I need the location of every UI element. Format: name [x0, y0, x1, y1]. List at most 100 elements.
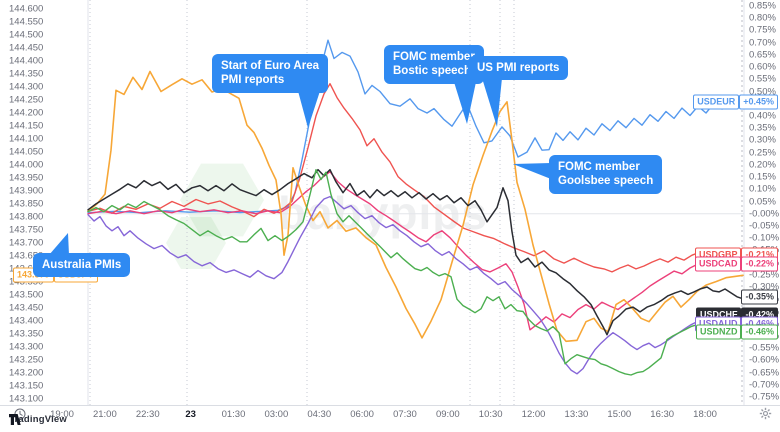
- series-line-usdnzd[interactable]: [87, 169, 744, 376]
- time-axis-tick: 12:00: [521, 409, 546, 420]
- time-axis-tick: 23: [185, 409, 196, 420]
- series-line-usdjpy[interactable]: [87, 70, 744, 343]
- time-axis-tick: 21:00: [92, 409, 117, 420]
- series-line-usdcad[interactable]: [87, 171, 744, 331]
- right-axis-tick: 0.35%: [749, 122, 776, 134]
- left-axis-tick: 143.900: [9, 185, 44, 197]
- symbol-name-tag: USDCAD: [694, 256, 742, 272]
- annotation-fomc-goolsbee[interactable]: FOMC member Goolsbee speech: [549, 155, 663, 194]
- symbol-name-tag: USDNZD: [695, 324, 742, 340]
- left-axis-tick: 144.500: [9, 29, 44, 41]
- right-axis-tick: 0.25%: [749, 146, 776, 158]
- left-axis-tick: 144.050: [9, 146, 44, 158]
- right-axis-tick: -0.30%: [749, 281, 780, 293]
- right-axis-tick: -0.60%: [749, 354, 780, 366]
- left-axis-tick: 144.150: [9, 120, 44, 132]
- time-axis-tick: 19:00: [50, 409, 74, 420]
- left-axis-tick: 143.850: [9, 198, 44, 210]
- time-axis-tick: 09:00: [435, 409, 460, 420]
- time-axis-tick: 22:30: [135, 409, 160, 420]
- tradingview-logo-text: TradingView: [9, 414, 67, 425]
- left-axis-tick: 143.200: [9, 367, 44, 379]
- right-axis-tick: -0.05%: [749, 220, 780, 232]
- right-axis-tick: 0.70%: [749, 36, 776, 48]
- time-axis-tick: 07:30: [393, 409, 417, 420]
- left-axis-tick: 143.150: [9, 380, 44, 392]
- series-label-usdcad[interactable]: USDCAD -0.22%: [694, 256, 778, 272]
- time-scale[interactable]: 19:00 21:00 22:30 23 01:30 03:00 04:30 06:00 07:…: [0, 405, 780, 421]
- annotation-tail-euro-area-pmi: [298, 91, 320, 128]
- left-axis-tick: 144.450: [9, 42, 44, 54]
- series-label-usdeur[interactable]: USDEUR +0.45%: [693, 94, 778, 110]
- right-axis-tick: 0.80%: [749, 12, 776, 24]
- right-axis-tick: 0.15%: [749, 171, 776, 183]
- right-axis-tick: 0.20%: [749, 159, 776, 171]
- series-line-usdeur[interactable]: [87, 39, 744, 214]
- annotation-tail-australia-pmis: [49, 233, 69, 255]
- right-axis-tick: 0.05%: [749, 195, 776, 207]
- left-axis-tick: 143.250: [9, 354, 44, 366]
- left-axis-tick: 143.950: [9, 172, 44, 184]
- left-axis-tick: 144.250: [9, 94, 44, 106]
- right-axis-tick: -0.00%: [749, 207, 780, 219]
- left-axis-tick: 143.700: [9, 237, 44, 249]
- right-axis-tick: 0.85%: [749, 0, 776, 12]
- left-axis-tick: 144.300: [9, 81, 44, 93]
- right-axis-tick: -0.55%: [749, 342, 780, 354]
- left-axis-tick: 143.350: [9, 328, 44, 340]
- left-axis-tick: 144.000: [9, 159, 44, 171]
- annotation-euro-area-pmi[interactable]: Start of Euro Area PMI reports: [212, 54, 328, 93]
- right-axis-tick: -0.65%: [749, 366, 780, 378]
- left-axis-tick: 144.350: [9, 68, 44, 80]
- series-label-usdnzd[interactable]: USDNZD -0.46%: [695, 324, 778, 340]
- annotation-fomc-bostic[interactable]: FOMC member Bostic speech: [384, 45, 484, 84]
- symbol-name-tag: USDEUR: [693, 94, 740, 110]
- tradingview-logo[interactable]: TradingView: [9, 414, 67, 425]
- right-axis-tick: 0.75%: [749, 24, 776, 36]
- right-axis-tick: 0.40%: [749, 110, 776, 122]
- left-axis-tick: 143.100: [9, 393, 44, 405]
- left-axis-tick: 143.650: [9, 250, 44, 262]
- babypips-watermark-logo: [166, 163, 264, 269]
- time-axis-tick: 10:30: [478, 409, 503, 420]
- series-line-usdgbp[interactable]: [87, 83, 744, 273]
- price-value-tag: -0.35%: [741, 289, 778, 305]
- time-axis-tick: 03:00: [264, 409, 289, 420]
- right-axis-tick: 0.50%: [749, 85, 776, 97]
- annotation-australia-pmis[interactable]: Australia PMIs: [33, 253, 131, 278]
- time-axis-tick: 06:00: [350, 409, 374, 420]
- right-axis-tick: 0.55%: [749, 73, 776, 85]
- left-axis-tick: 143.400: [9, 315, 44, 327]
- left-axis-tick: 144.400: [9, 55, 44, 67]
- right-axis-tick: 0.65%: [749, 49, 776, 61]
- left-axis-tick: 144.200: [9, 107, 44, 119]
- time-axis-tick: 13:30: [564, 409, 589, 420]
- tradingview-logo-icon: [9, 414, 21, 425]
- series-line-usdchf[interactable]: [87, 168, 744, 336]
- price-value-tag: -0.22%: [741, 256, 778, 272]
- time-axis-tick: 15:00: [607, 409, 632, 420]
- left-axis-tick: 143.450: [9, 302, 44, 314]
- right-axis-tick: -0.70%: [749, 379, 780, 391]
- left-axis-tick: 143.300: [9, 341, 44, 353]
- right-axis-tick: 0.10%: [749, 183, 776, 195]
- time-axis-tick: 18:00: [693, 409, 717, 420]
- annotation-us-pmi[interactable]: US PMI reports: [468, 56, 569, 81]
- series-line-usdaud[interactable]: [87, 195, 744, 375]
- price-value-tag: +0.45%: [739, 94, 778, 110]
- time-axis-tick: 04:30: [307, 409, 332, 420]
- left-axis-tick: 144.100: [9, 133, 44, 145]
- time-axis-tick: 16:30: [650, 409, 675, 420]
- right-axis-tick: 0.30%: [749, 134, 776, 146]
- left-axis-tick: 143.750: [9, 224, 44, 236]
- right-axis-tick: 0.60%: [749, 61, 776, 73]
- time-axis-tick: 01:30: [221, 409, 246, 420]
- right-axis-tick: -0.10%: [749, 232, 780, 244]
- series-label-value[interactable]: -0.35%: [741, 289, 778, 305]
- annotation-tail-fomc-goolsbee: [513, 163, 551, 179]
- right-axis-tick: -0.25%: [749, 269, 780, 281]
- price-value-tag: -0.46%: [741, 324, 778, 340]
- left-axis-tick: 144.550: [9, 16, 44, 28]
- gear-icon[interactable]: [759, 407, 772, 420]
